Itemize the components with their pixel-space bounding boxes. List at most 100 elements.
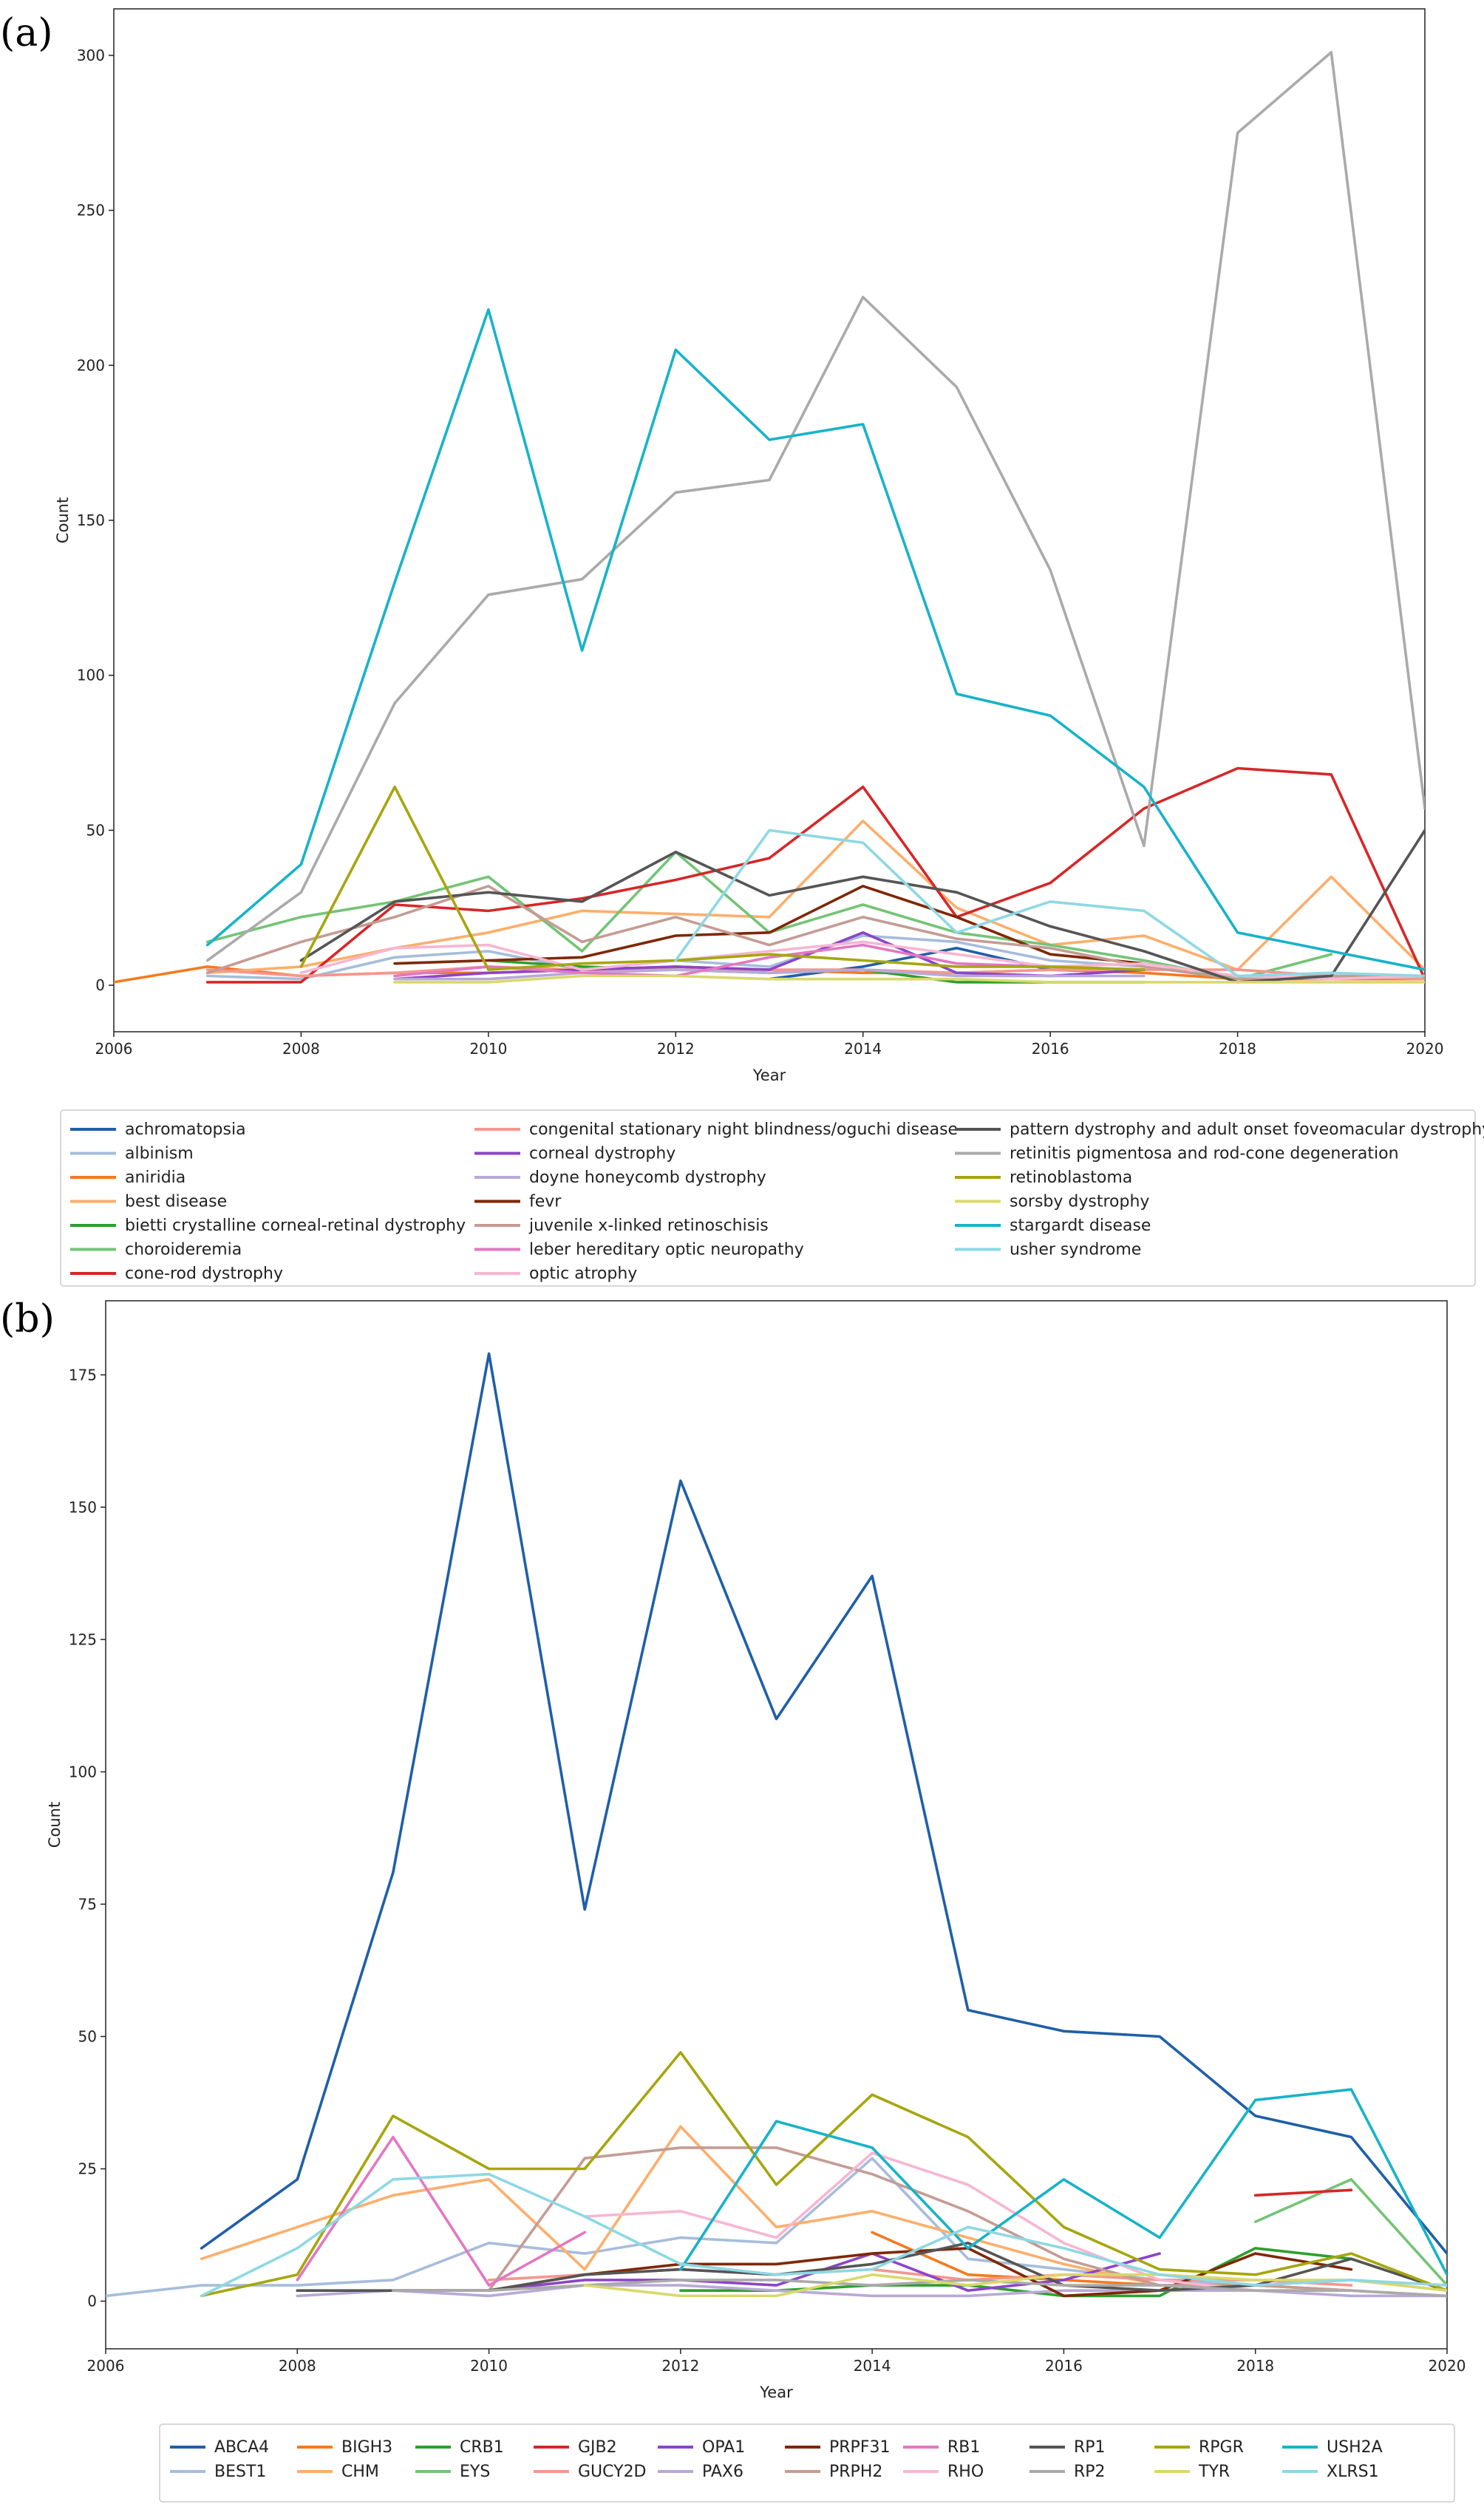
legend-label: cone-rod dystrophy bbox=[125, 1265, 283, 1283]
legend-label: RP1 bbox=[1074, 2438, 1106, 2457]
series-line-rb1 bbox=[296, 2135, 586, 2287]
legend-label: achromatopsia bbox=[125, 1120, 246, 1139]
x-tick-label: 2018 bbox=[1236, 2357, 1274, 2375]
series-line-rpgr bbox=[200, 2051, 1447, 2298]
legend-label: stargardt disease bbox=[1010, 1217, 1151, 1235]
legend-item: RHO bbox=[903, 2463, 984, 2481]
y-axis-label: Count bbox=[54, 497, 72, 543]
legend-item: juvenile x-linked retinoschisis bbox=[474, 1217, 769, 1235]
legend-label: RHO bbox=[947, 2463, 984, 2481]
series-line-gjb2 bbox=[1253, 2188, 1353, 2197]
y-tick-label: 300 bbox=[77, 47, 105, 64]
legend-item: CHM bbox=[297, 2463, 379, 2481]
y-tick-label: 25 bbox=[78, 2160, 97, 2178]
legend-label: RP2 bbox=[1074, 2463, 1106, 2481]
series-line-xlrs1 bbox=[200, 2172, 1447, 2298]
legend-label: PRPH2 bbox=[829, 2463, 882, 2481]
legend-label: PRPF31 bbox=[829, 2438, 890, 2457]
y-tick-label: 125 bbox=[69, 1630, 97, 1648]
legend-label: RPGR bbox=[1199, 2438, 1244, 2457]
legend-item: USH2A bbox=[1282, 2438, 1383, 2457]
legend-item: CRB1 bbox=[415, 2438, 504, 2457]
y-tick-label: 50 bbox=[86, 821, 105, 839]
legend-item: bietti crystalline corneal-retinal dystr… bbox=[70, 1217, 466, 1235]
y-tick-label: 50 bbox=[78, 2027, 97, 2045]
x-tick-label: 2012 bbox=[657, 1040, 695, 1058]
series-line-usher-syndrome bbox=[674, 829, 1425, 978]
chart-panel-a: (a) 2006 2008 2010 2012 2014 2016 2018 2020 0 50 10… bbox=[0, 8, 1484, 1287]
legend-item: choroideremia bbox=[70, 1241, 242, 1259]
legend-label: XLRS1 bbox=[1327, 2463, 1379, 2481]
y-tick-label: 250 bbox=[77, 202, 105, 220]
x-tick-label: 2018 bbox=[1219, 1040, 1256, 1058]
x-tick-label: 2020 bbox=[1429, 2357, 1466, 2375]
legend-item: RPGR bbox=[1154, 2438, 1244, 2457]
legend-item: retinitis pigmentosa and rod-cone degene… bbox=[955, 1145, 1399, 1163]
legend-label: BIGH3 bbox=[341, 2438, 392, 2457]
legend-item: ABCA4 bbox=[170, 2438, 269, 2457]
legend-label: GJB2 bbox=[578, 2438, 617, 2457]
legend-item: stargardt disease bbox=[955, 1217, 1151, 1235]
legend-label: leber hereditary optic neuropathy bbox=[529, 1241, 804, 1259]
legend-label: juvenile x-linked retinoschisis bbox=[528, 1217, 769, 1235]
legend-label: ABCA4 bbox=[214, 2438, 269, 2457]
legend-item: TYR bbox=[1154, 2463, 1230, 2481]
legend-label: best disease bbox=[125, 1193, 227, 1211]
series-line-sorsby-dystrophy bbox=[393, 974, 1425, 984]
legend-item: aniridia bbox=[70, 1168, 186, 1187]
panel-label: (a) bbox=[0, 11, 53, 55]
legend-label: RB1 bbox=[947, 2438, 980, 2457]
legend-label: pattern dystrophy and adult onset foveom… bbox=[1010, 1120, 1484, 1139]
legend-label: EYS bbox=[460, 2463, 490, 2481]
legend-item: fevr bbox=[474, 1193, 562, 1211]
x-tick-label: 2012 bbox=[661, 2357, 699, 2375]
y-tick-label: 0 bbox=[95, 976, 105, 994]
legend-item: PRPH2 bbox=[785, 2463, 882, 2481]
legend-label: sorsby dystrophy bbox=[1010, 1193, 1149, 1211]
chart-panel-b: (b) 2006 2008 2010 2012 2014 2016 2018 2020 0 25 50… bbox=[0, 1297, 1466, 2503]
x-axis: 2006 2008 2010 2012 2014 2016 2018 2020 bbox=[87, 2349, 1466, 2375]
legend-item: albinism bbox=[70, 1145, 194, 1163]
x-tick-label: 2008 bbox=[282, 1040, 320, 1058]
series-line-prph2 bbox=[487, 2146, 1447, 2298]
legend-item: achromatopsia bbox=[70, 1120, 246, 1139]
legend-item: pattern dystrophy and adult onset foveom… bbox=[955, 1120, 1484, 1139]
y-tick-label: 100 bbox=[77, 667, 105, 684]
legend-item: sorsby dystrophy bbox=[955, 1193, 1149, 1211]
legend: ABCA4 BEST1 BIGH3 CHM CRB1 EYS GJB2 GUCY2D OPA1 P… bbox=[159, 2423, 1455, 2503]
legend-item: leber hereditary optic neuropathy bbox=[474, 1241, 804, 1259]
x-tick-label: 2016 bbox=[1045, 2357, 1083, 2375]
series-line-congenital-stationary-night-blindness-oguchi-disease bbox=[205, 965, 1425, 981]
legend-item: PRPF31 bbox=[785, 2438, 890, 2457]
x-tick-label: 2020 bbox=[1406, 1040, 1444, 1058]
y-tick-label: 150 bbox=[77, 511, 105, 529]
y-tick-label: 150 bbox=[69, 1498, 97, 1516]
y-tick-label: 0 bbox=[87, 2293, 97, 2310]
legend-item: usher syndrome bbox=[955, 1241, 1141, 1259]
y-axis-label: Count bbox=[46, 1802, 64, 1848]
series-line-retinoblastoma bbox=[299, 785, 1146, 971]
legend-label: OPA1 bbox=[702, 2438, 745, 2457]
series-line-tyr bbox=[583, 2273, 1447, 2298]
series-lines bbox=[106, 1352, 1447, 2298]
series-line-cone-rod-dystrophy bbox=[205, 766, 1425, 984]
legend-box bbox=[60, 1109, 1476, 1287]
x-tick-label: 2010 bbox=[470, 2357, 508, 2375]
legend-label: doyne honeycomb dystrophy bbox=[529, 1168, 766, 1187]
legend-label: bietti crystalline corneal-retinal dystr… bbox=[125, 1217, 466, 1235]
legend-label: optic atrophy bbox=[529, 1265, 637, 1283]
x-tick-label: 2014 bbox=[854, 2357, 891, 2375]
x-axis-label: Year bbox=[759, 2384, 793, 2401]
legend-label: aniridia bbox=[125, 1168, 186, 1187]
legend: achromatopsia albinism aniridia best diseas… bbox=[60, 1109, 1484, 1287]
y-axis: 0 25 50 75 100 125 150 175 bbox=[69, 1366, 106, 2310]
legend-label: retinoblastoma bbox=[1010, 1168, 1132, 1187]
legend-label: PAX6 bbox=[702, 2463, 743, 2481]
legend-label: USH2A bbox=[1327, 2438, 1383, 2457]
x-axis-label: Year bbox=[752, 1066, 786, 1084]
x-tick-label: 2014 bbox=[844, 1040, 882, 1058]
x-tick-label: 2008 bbox=[279, 2357, 316, 2375]
y-tick-label: 75 bbox=[78, 1895, 97, 1913]
legend-item: retinoblastoma bbox=[955, 1168, 1132, 1187]
